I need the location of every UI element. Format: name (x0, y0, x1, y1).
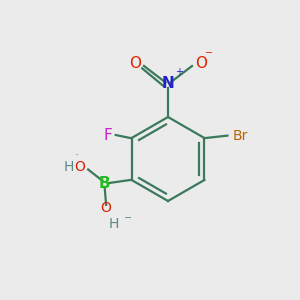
Text: O: O (195, 56, 207, 70)
Text: O: O (74, 160, 85, 173)
Text: Br: Br (233, 129, 248, 142)
Text: −: − (205, 48, 213, 58)
Text: ·: · (75, 149, 79, 162)
Text: H: H (108, 217, 119, 231)
Text: +: + (175, 68, 183, 77)
Text: B: B (99, 176, 110, 190)
Text: −: − (124, 213, 132, 223)
Text: F: F (103, 128, 112, 142)
Text: O: O (129, 56, 141, 70)
Text: N: N (162, 76, 174, 92)
Text: O: O (101, 202, 112, 215)
Text: H: H (63, 160, 74, 173)
